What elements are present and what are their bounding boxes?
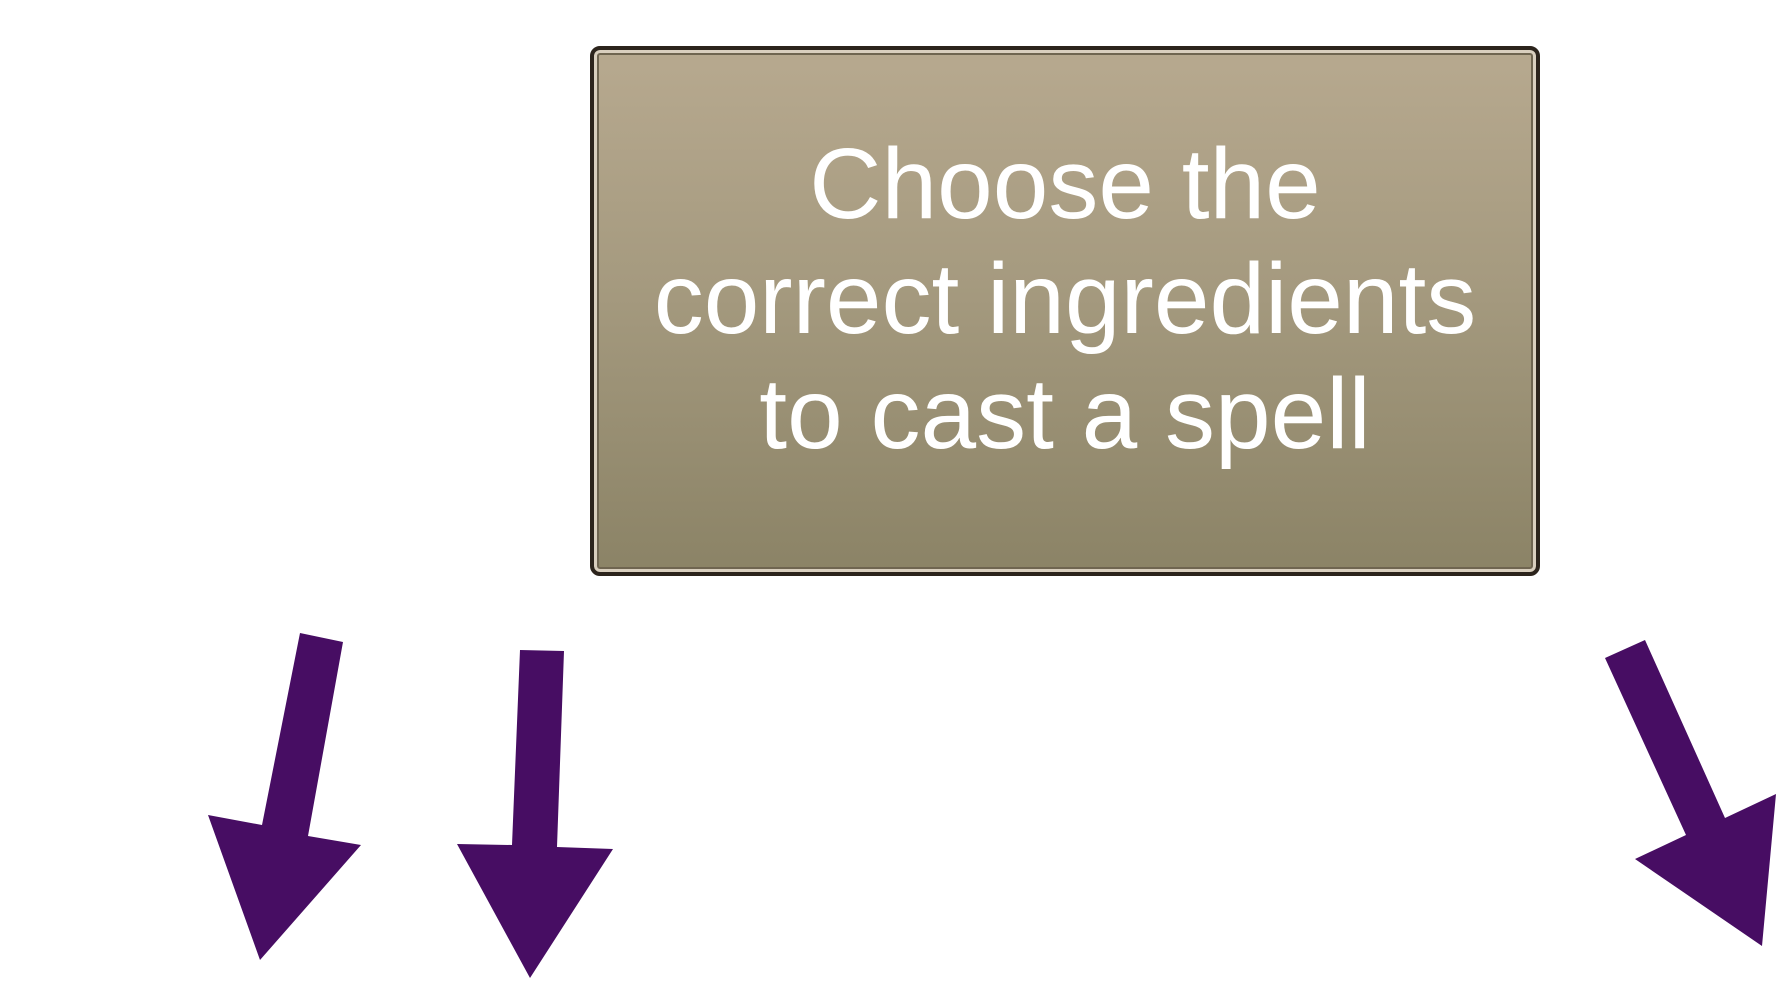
arrow-right-icon — [1605, 640, 1776, 946]
arrow-left-icon — [208, 633, 361, 960]
instruction-text: Choose the correct ingredients to cast a… — [653, 127, 1477, 470]
instruction-panel: Choose the correct ingredients to cast a… — [590, 46, 1540, 576]
arrow-middle-icon — [457, 650, 613, 978]
